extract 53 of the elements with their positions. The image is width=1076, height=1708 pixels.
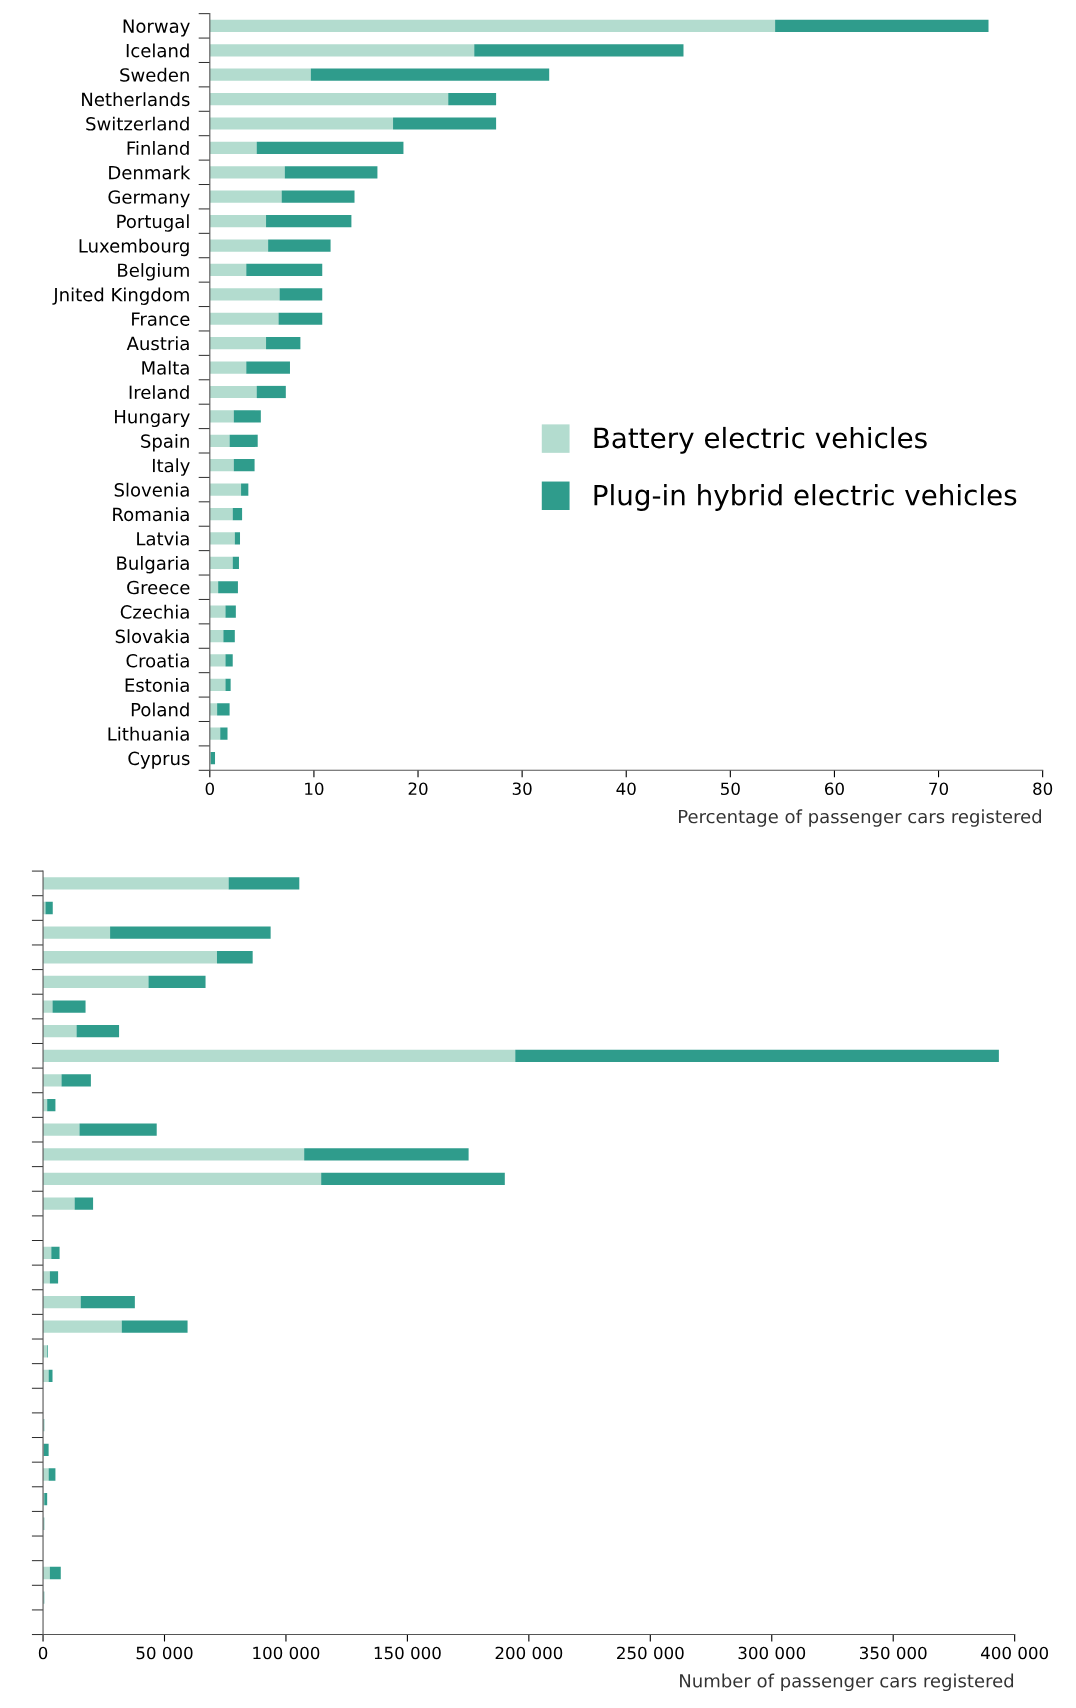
x-tick-label: 100 000 [253,1646,320,1660]
y-tick-label: Italy [152,458,190,476]
y-tick-label: Norway [123,19,190,37]
y-tick-label: Bulgaria [117,555,189,574]
y-tick-label: Sweden [120,67,189,82]
y-tick-label: Cyprus [128,751,190,769]
x-tick-label: 70 [929,782,949,796]
y-tick-label: Denmark [109,165,191,180]
y-tick-label: Iceland [126,43,189,58]
y-tick-label: Slovenia [114,482,189,497]
y-tick-label: Slovakia [115,629,189,644]
x-tick-label: 150 000 [374,1646,441,1660]
y-tick-label: Estonia [125,678,189,692]
legend-label: Battery electric vehicles [594,426,927,454]
x-tick-label: 80 [1033,782,1053,796]
y-tick-label: Malta [142,360,189,375]
x-tick-label: 200 000 [495,1646,563,1660]
y-tick-label: Latvia [137,531,189,546]
y-tick-label: Netherlands [82,92,190,107]
y-tick-label: Greece [127,580,190,595]
y-tick-label: Jnited Kingdom [52,287,189,305]
x-tick-label: 60 [825,782,844,796]
legend-label: Plug-in hybrid electric vehicles [594,484,1017,511]
x-tick-label: 300 000 [738,1646,806,1660]
y-tick-label: Lithuania [108,726,189,741]
y-tick-label: Finland [127,141,189,156]
y-tick-label: Portugal [117,214,189,232]
x-tick-label: 50 000 [136,1646,193,1660]
y-tick-label: Croatia [126,653,189,668]
x-tick-label: 0 [38,1646,48,1660]
x-tick-label: 250 000 [617,1646,684,1660]
y-tick-label: Luxembourg [79,238,189,257]
y-tick-label: France [132,312,190,326]
x-tick-label: 0 [205,782,215,796]
y-tick-label: Germany [108,190,190,208]
x-tick-label: 50 [721,782,740,796]
y-tick-label: Hungary [115,410,190,428]
y-tick-label: Czechia [120,604,189,619]
y-tick-label: Belgium [118,263,189,281]
x-axis-title: Number of passenger cars registered [680,1673,1014,1692]
x-tick-label: 350 000 [860,1646,927,1660]
y-tick-label: Poland [131,702,189,717]
y-tick-label: Austria [126,336,189,351]
x-axis-title: Percentage of passenger cars registered [679,809,1041,827]
y-tick-label: Ireland [129,385,189,400]
x-tick-label: 40 [616,782,636,796]
x-tick-label: 10 [305,782,324,796]
y-tick-label: Romania [113,507,189,522]
x-tick-label: 20 [408,782,428,796]
x-tick-label: 400 000 [981,1646,1049,1660]
y-tick-label: Spain [141,433,189,452]
y-tick-label: Switzerland [86,116,189,131]
x-tick-label: 30 [512,782,532,796]
